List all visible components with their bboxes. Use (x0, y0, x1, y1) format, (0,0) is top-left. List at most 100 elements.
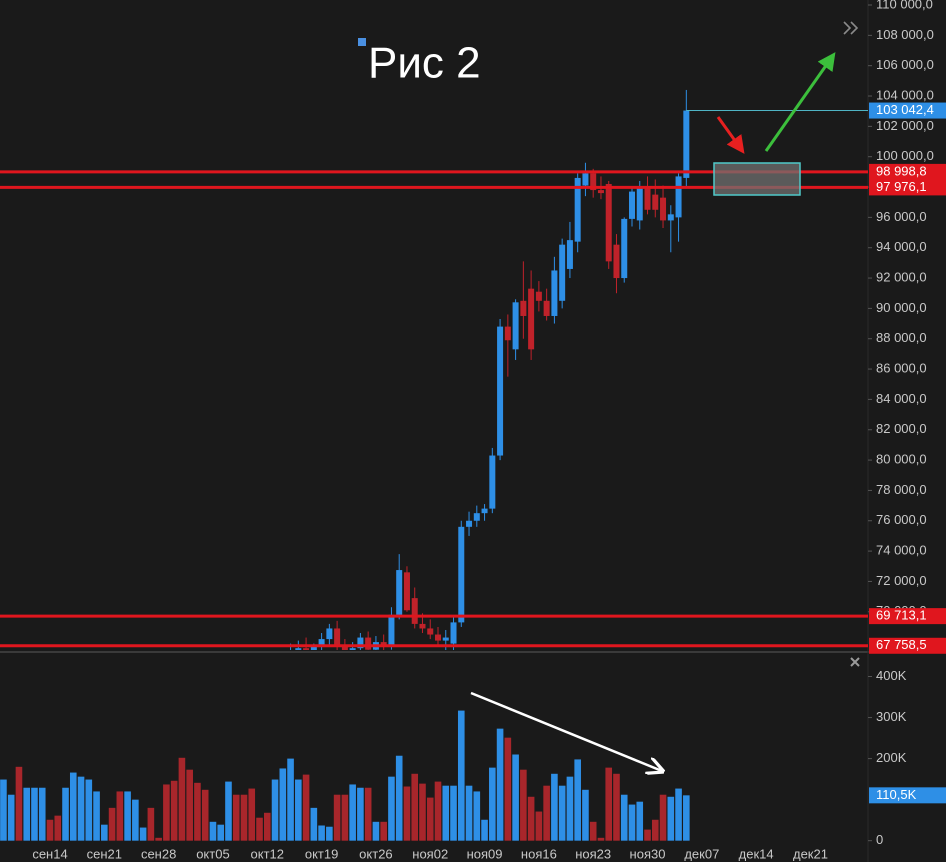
candle-body (566, 240, 573, 269)
volume-tick-label: 200K (876, 750, 907, 765)
y-tick-label: 76 000,0 (876, 512, 927, 527)
volume-bar (520, 769, 527, 841)
candle-body (411, 598, 418, 624)
volume-bar (194, 782, 201, 841)
candle-body (450, 622, 457, 644)
candle-body (636, 187, 643, 221)
level-label: 67 758,5 (876, 637, 927, 652)
volume-bar (644, 829, 651, 841)
title-handle (358, 38, 366, 46)
candle-body (396, 570, 403, 615)
target-zone (713, 162, 801, 196)
volume-bar (85, 779, 93, 841)
candle-body (419, 623, 426, 629)
volume-bar (543, 785, 550, 841)
volume-bar (341, 794, 349, 841)
volume-bar (683, 795, 690, 841)
x-tick-label: сен21 (87, 846, 122, 861)
y-tick-label: 108 000,0 (876, 27, 934, 42)
price-pane (290, 89, 690, 650)
last-price-label: 103 042,4 (876, 102, 934, 117)
volume-bar (411, 773, 419, 841)
candle-body (310, 646, 317, 650)
volume-bar (551, 773, 558, 841)
scroll-right-button[interactable] (843, 21, 859, 35)
x-tick-label: сен14 (32, 846, 67, 861)
volume-bar (496, 728, 504, 841)
volume-bar (589, 821, 597, 841)
volume-bar (170, 780, 178, 841)
volume-bar (535, 811, 543, 841)
y-tick-label: 80 000,0 (876, 452, 927, 467)
volume-bar (139, 827, 147, 841)
volume-bar (147, 807, 155, 841)
y-tick-label: 110 000,0 (876, 0, 933, 11)
volume-bar (667, 796, 675, 841)
volume-bar (651, 819, 659, 841)
y-tick-label: 100 000,0 (876, 148, 934, 163)
candle-body (504, 326, 511, 341)
close-pane-button[interactable] (850, 657, 860, 667)
x-tick-label: ноя09 (467, 846, 503, 861)
volume-bar (225, 781, 232, 841)
candle-body (427, 628, 434, 635)
volume-bar (62, 787, 69, 841)
volume-bar (155, 837, 162, 841)
candle-body (357, 637, 364, 649)
volume-bar (481, 819, 488, 841)
volume-bar (333, 794, 341, 841)
volume-bar (124, 791, 131, 841)
volume-bar (186, 769, 193, 841)
x-tick-label: ноя23 (575, 846, 611, 861)
last-price-bg (869, 102, 946, 119)
volume-bar (295, 779, 302, 841)
candle-body (535, 291, 542, 301)
volume-bar (504, 737, 512, 841)
candle-body (675, 176, 682, 218)
volume-bar (613, 773, 620, 841)
volume-bar (395, 755, 403, 841)
candle-body (605, 184, 612, 262)
y-tick-label: 82 000,0 (876, 421, 927, 436)
candle-body (442, 637, 449, 641)
level-label: 69 713,1 (876, 608, 927, 623)
candle-body (574, 177, 581, 242)
volume-bar (248, 788, 256, 841)
volume-bar (256, 817, 263, 841)
volume-bar (77, 776, 85, 841)
y-tick-label: 106 000,0 (876, 57, 934, 72)
volume-bar (279, 768, 287, 841)
y-tick-label: 84 000,0 (876, 391, 927, 406)
candle-body (458, 526, 465, 623)
volume-pane (0, 710, 690, 841)
volume-bar (15, 766, 23, 841)
candle-body (380, 642, 387, 646)
volume-bar (419, 783, 426, 841)
volume-bar (31, 787, 38, 841)
volume-bar (574, 759, 581, 841)
volume-bar (457, 710, 465, 841)
volume-bar (116, 791, 124, 841)
level-label: 97 976,1 (876, 179, 927, 194)
volume-bar (240, 794, 248, 841)
candle-body (652, 194, 659, 210)
volume-last-label: 110,5K (876, 787, 917, 802)
volume-bar (287, 758, 294, 841)
level-label-bg (869, 637, 946, 654)
candle-body (582, 173, 589, 186)
volume-bar (349, 784, 356, 841)
volume-bar (512, 754, 519, 841)
candle-body (644, 188, 651, 210)
volume-tick-label: 300K (876, 709, 907, 724)
volume-bar (310, 807, 318, 841)
candle-body (621, 218, 628, 279)
volume-bar (263, 812, 271, 841)
candle-body (481, 508, 488, 514)
y-tick-label: 104 000,0 (876, 87, 934, 102)
volume-bar (403, 786, 411, 841)
volume-bar (217, 824, 225, 841)
candle-body (543, 300, 550, 316)
